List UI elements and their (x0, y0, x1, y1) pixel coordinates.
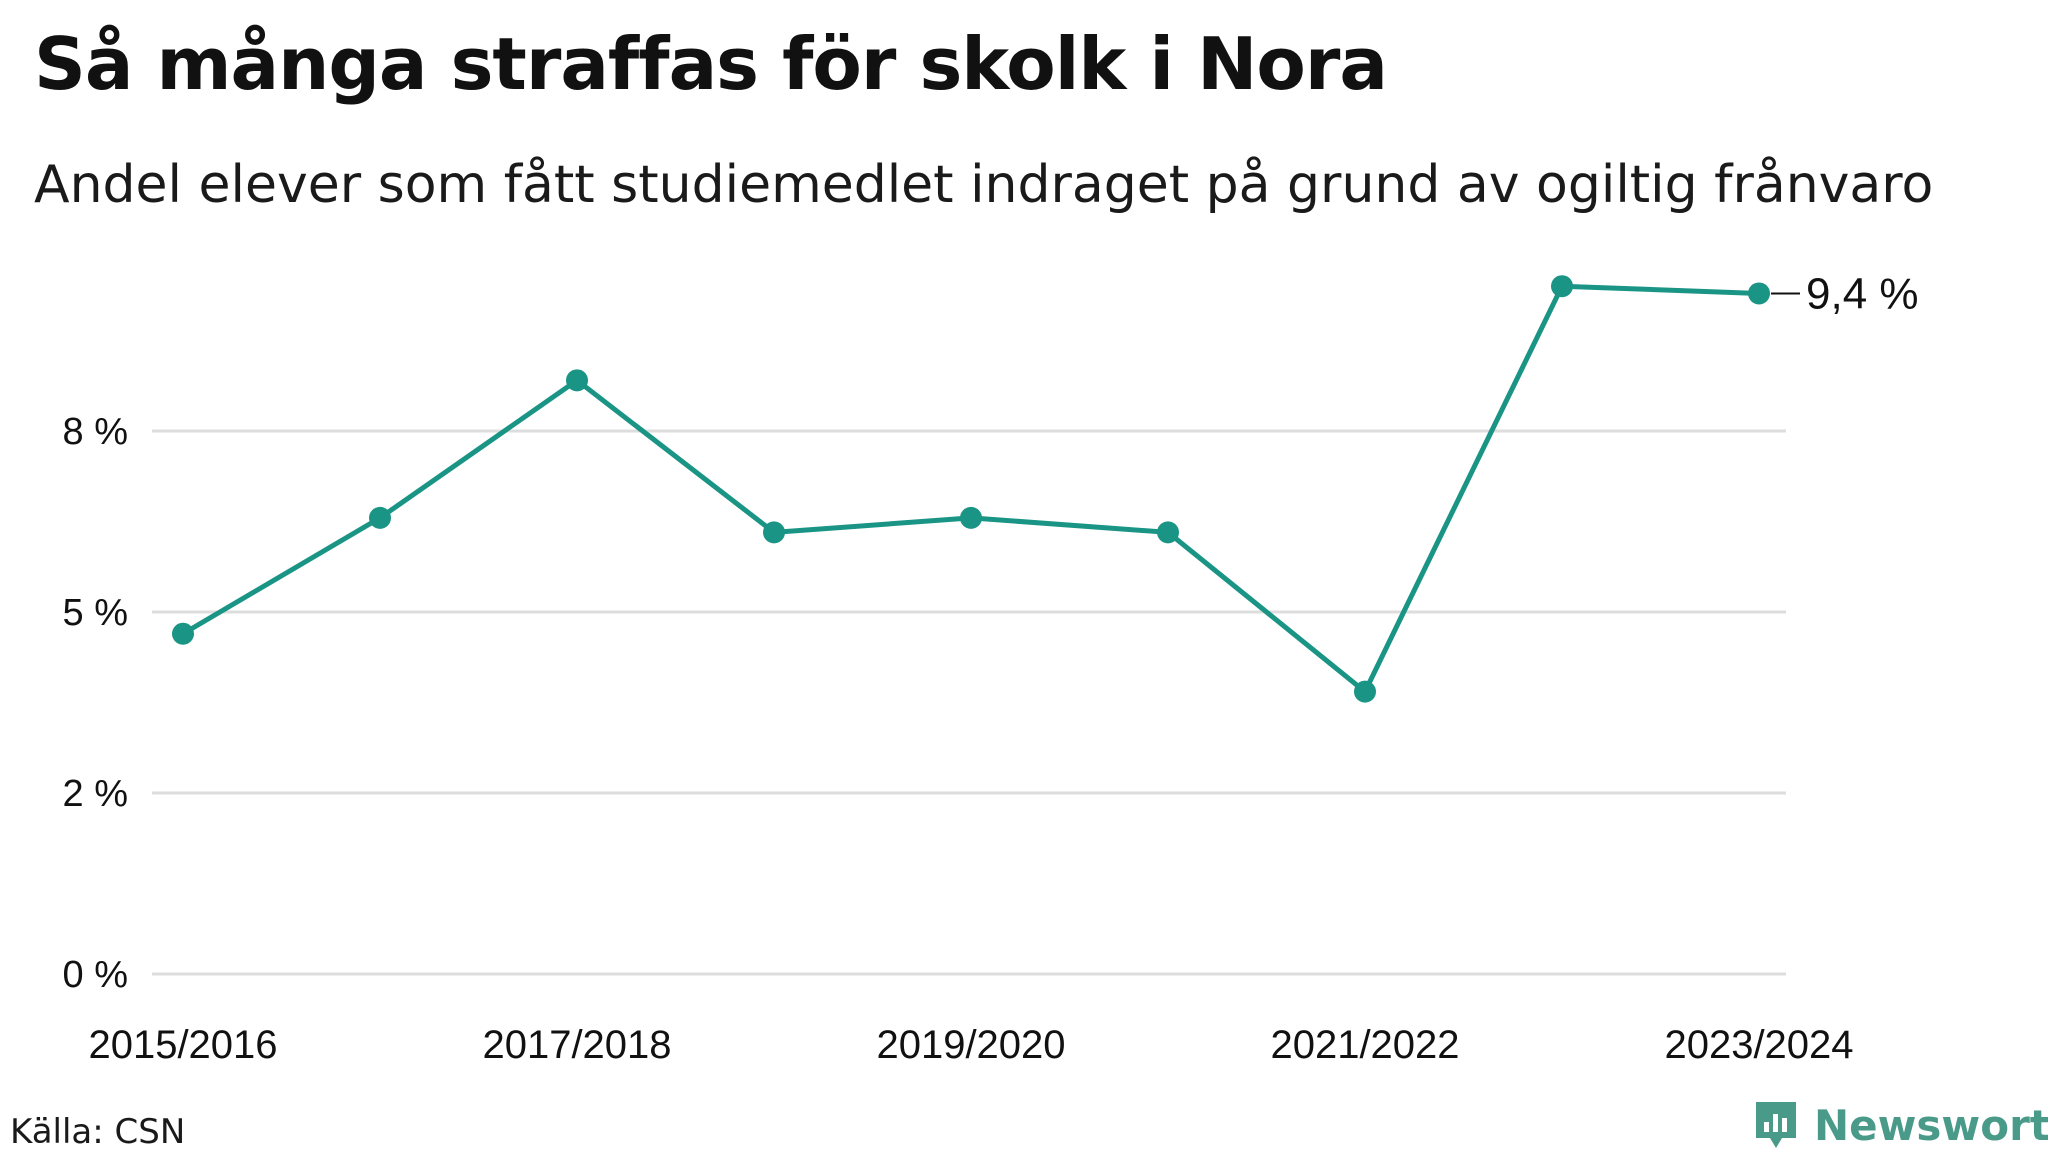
y-tick-label: 5 % (63, 592, 128, 634)
chart-title: Så många straffas för skolk i Nora (34, 22, 1388, 106)
x-tick-label: 2015/2016 (88, 1023, 277, 1067)
brand-name: Newsworthy (1814, 1100, 2048, 1150)
chart-subtitle: Andel elever som fått studiemedlet indra… (34, 155, 1934, 215)
series-group (172, 275, 1770, 703)
y-tick-label: 8 % (63, 411, 128, 453)
x-tick-label: 2017/2018 (482, 1023, 671, 1067)
x-tick-label: 2023/2024 (1664, 1023, 1853, 1067)
data-point (1354, 680, 1376, 703)
end-annotation-group: 9,4 % (1771, 269, 1919, 318)
data-point (960, 506, 982, 529)
y-axis-ticks: 0 % 2 % 5 % 8 % (63, 411, 128, 996)
y-tick-label: 0 % (63, 954, 128, 996)
x-axis-ticks: 2015/2016 2017/2018 2019/2020 2021/2022 2023… (88, 1023, 1853, 1067)
end-value-label: 9,4 % (1806, 269, 1919, 318)
data-point (763, 521, 785, 544)
y-tick-label: 2 % (63, 773, 128, 815)
data-point (172, 622, 194, 645)
data-point (1157, 521, 1179, 544)
data-point (1551, 275, 1573, 298)
series-line (181, 283, 1760, 695)
x-tick-label: 2021/2022 (1270, 1023, 1459, 1067)
gridlines (152, 429, 1786, 976)
x-tick-label: 2019/2020 (876, 1023, 1065, 1067)
data-point (1748, 282, 1770, 305)
newsworthy-logo-icon (1756, 1102, 1796, 1148)
source-note: Källa: CSN (10, 1112, 186, 1152)
data-point (566, 369, 588, 392)
data-point (369, 506, 391, 529)
brand-logo: Newsworthy (1752, 1098, 2048, 1152)
